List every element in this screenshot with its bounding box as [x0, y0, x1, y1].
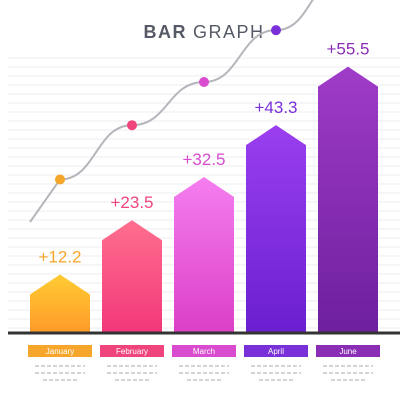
trend-point-march: [199, 77, 209, 87]
trend-line: [29, 0, 314, 223]
value-label-february: +23.5: [110, 193, 153, 212]
value-label-march: +32.5: [182, 150, 225, 169]
value-labels: +12.2 +23.5 +32.5 +43.3 +55.5: [38, 40, 369, 267]
category-label-january: January: [46, 347, 74, 356]
category-label-bg-february: [100, 345, 164, 357]
trend-point-january: [55, 174, 65, 185]
value-label-june: +55.5: [326, 40, 369, 59]
value-label-january: +12.2: [38, 247, 81, 266]
chart-title: BAR GRAPH: [143, 22, 264, 42]
category-labels: January February March April June: [28, 345, 380, 381]
category-label-bg-april: [244, 345, 308, 357]
chart-title-rest: GRAPH: [193, 22, 265, 42]
category-label-bg-january: [28, 345, 92, 357]
category-label-bg-june: [316, 345, 380, 357]
bar-june: [318, 66, 378, 333]
category-label-march: March: [193, 347, 215, 356]
chart-title-bold: BAR: [143, 22, 187, 42]
category-label-june: June: [339, 347, 357, 356]
bar-march: [174, 177, 234, 333]
category-label-april: April: [268, 347, 284, 356]
trend-point-april: [271, 25, 281, 36]
category-label-february: February: [116, 347, 148, 356]
trend-point-february: [127, 120, 137, 131]
bars: [30, 66, 378, 333]
bar-february: [102, 220, 162, 333]
value-label-april: +43.3: [254, 98, 297, 117]
bar-january: [30, 274, 90, 333]
bar-april: [246, 125, 306, 333]
category-label-bg-march: [172, 345, 236, 357]
